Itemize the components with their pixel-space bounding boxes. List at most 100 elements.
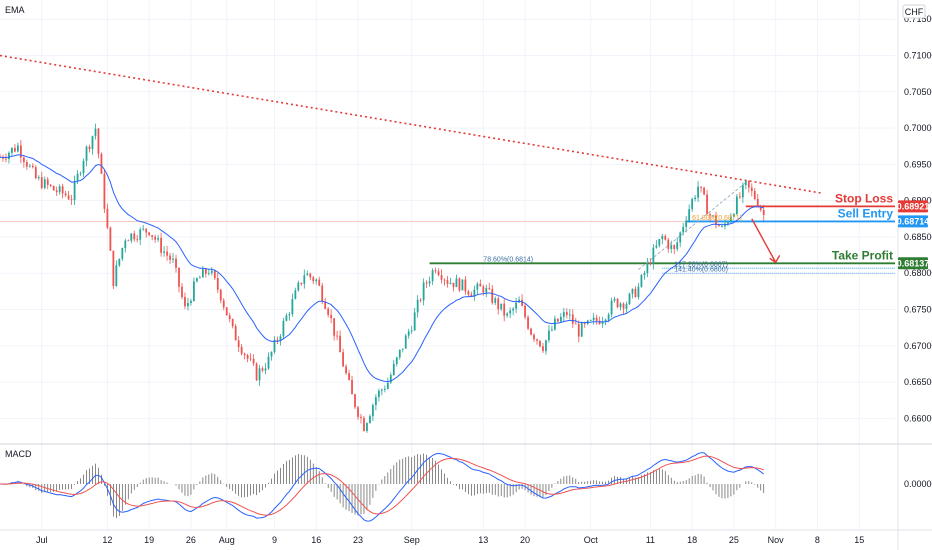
candle-body [169, 255, 171, 260]
candle-body [747, 180, 750, 188]
candle-body [207, 273, 210, 274]
candle-body [497, 298, 500, 310]
time-tick-label: 11 [646, 535, 655, 545]
candle-body [115, 265, 118, 286]
candle-body [646, 262, 649, 274]
time-axis[interactable]: Jul 12 19 26 Aug 9 16 23 Sep 13 20 Oct 11 18 25 Nov 8 15 [36, 535, 864, 545]
candle-body [664, 235, 667, 240]
candle-body [318, 279, 321, 286]
price-axis[interactable]: 0.715000.710000.705000.700000.695000.690… [904, 14, 932, 489]
candle-body [336, 335, 339, 337]
candle-body [246, 355, 249, 359]
candle-body [345, 366, 347, 374]
candle-body [234, 326, 237, 341]
candle-body [673, 245, 676, 249]
candle-body [109, 227, 112, 251]
candle-body [521, 299, 523, 306]
candle-body [554, 318, 556, 330]
candle-body [548, 330, 550, 341]
candle-body [697, 186, 699, 198]
candle-body [339, 335, 341, 353]
candle-body [503, 303, 506, 316]
candle-body [721, 226, 723, 228]
candle-body [574, 323, 577, 325]
candle-body [360, 416, 362, 418]
candle-body [28, 165, 31, 167]
candle-body [142, 228, 145, 230]
candle-body [428, 281, 431, 284]
candle-body [413, 312, 416, 331]
sell-arrow [751, 218, 777, 263]
fib-label: 141.40%(0.6800) [674, 267, 728, 274]
trendline [0, 54, 824, 195]
candle-body [542, 346, 544, 352]
price-tag-text-tp: 0.68137 [897, 258, 930, 268]
candle-body [315, 279, 318, 282]
candle-body [655, 245, 658, 248]
candle-body [735, 196, 738, 215]
candle-body [249, 358, 252, 360]
candle-body [330, 314, 333, 319]
candle-body [551, 329, 553, 331]
candle-body [730, 216, 732, 223]
candle-body [583, 323, 586, 324]
candle-body [79, 173, 82, 175]
candle-body [643, 273, 646, 276]
candle-body [634, 288, 637, 298]
candle-body [395, 357, 398, 364]
candle-body [530, 328, 532, 335]
level-label-entry: Sell Entry [838, 206, 894, 220]
indicator-label-macd[interactable]: MACD [5, 449, 32, 459]
sell-arrow-head [769, 255, 781, 264]
candle-body [506, 313, 509, 316]
time-tick-label: Aug [219, 535, 235, 545]
candle-body [127, 240, 130, 242]
candle-body [106, 208, 109, 228]
candle-body [34, 167, 37, 179]
candle-body [383, 388, 386, 390]
candle-body [688, 209, 691, 221]
candle-body [759, 205, 762, 210]
candle-body [649, 262, 652, 264]
fibonacci-levels: 61.80%(0.6871) 78.60%(0.6814) 127.20%(0.68… [483, 182, 895, 274]
candle-body [556, 318, 559, 322]
candle-body [97, 128, 100, 154]
candle-body [476, 283, 479, 290]
candle-body [213, 270, 216, 279]
candle-body [604, 319, 607, 322]
candle-body [410, 330, 413, 332]
time-tick-label: 26 [186, 535, 196, 545]
candle-body [228, 315, 231, 320]
candle-body [470, 294, 473, 297]
candle-body [386, 382, 389, 389]
candle-body [148, 232, 151, 236]
candle-body [333, 318, 336, 336]
candle-body [491, 288, 494, 303]
candle-body [291, 298, 294, 315]
candle-body [184, 297, 186, 307]
time-tick-label: 19 [144, 535, 154, 545]
candle-body [124, 240, 127, 248]
indicator-label-ema[interactable]: EMA [5, 5, 25, 15]
candle-body [324, 301, 327, 309]
candle-body [709, 214, 711, 216]
candle-body [222, 300, 225, 308]
candle-body [163, 251, 165, 253]
candle-body [545, 340, 547, 352]
candle-body [715, 215, 717, 226]
candle-body [515, 302, 518, 309]
candle-body [443, 279, 446, 281]
candle-body [539, 340, 541, 347]
candle-body [133, 233, 136, 240]
candle-body [348, 373, 350, 380]
level-label-tp: Take Profit [832, 248, 893, 262]
candle-body [258, 368, 261, 381]
candle-body [407, 331, 410, 336]
fib-label: 127.20%(0.6807) [674, 262, 728, 269]
currency-badge[interactable] [902, 4, 926, 19]
candle-body [571, 314, 574, 324]
